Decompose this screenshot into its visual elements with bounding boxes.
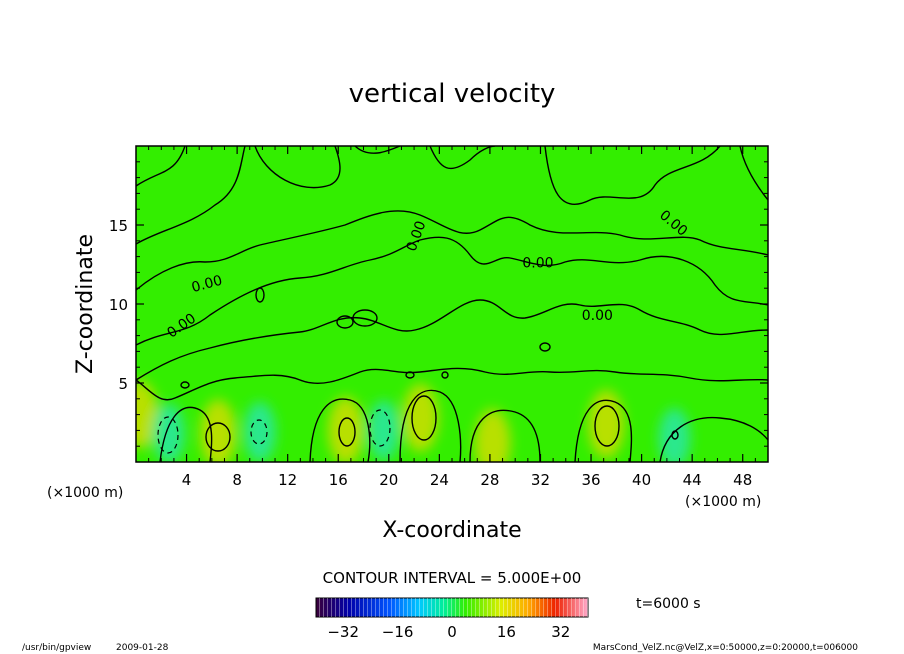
chart-title: vertical velocity <box>349 79 556 109</box>
updraft-core-4 <box>474 409 511 462</box>
updraft-core-3 <box>402 383 439 452</box>
downdraft-core-1 <box>243 401 276 462</box>
contour-label: 0.00 <box>190 273 224 297</box>
footer-data-source: MarsCond_VelZ.nc@VelZ,x=0:50000,z=0:2000… <box>593 643 858 653</box>
downdraft-core-3 <box>658 408 691 462</box>
y-axis-label: Z-coordinate <box>73 234 98 374</box>
footer-program-path: /usr/bin/gpview <box>22 643 91 653</box>
updraft-core-0 <box>136 380 158 449</box>
x-tick-label: 8 <box>232 471 242 489</box>
updraft-core-2 <box>327 396 364 462</box>
y-tick-label: 10 <box>109 296 128 314</box>
time-label: t=6000 s <box>636 596 701 612</box>
x-tick-label: 32 <box>531 471 550 489</box>
colorbar-ticks: −32 −16 0 16 32 <box>327 623 570 641</box>
updraft-core-1 <box>200 399 237 462</box>
y-unit-label: (×1000 m) <box>47 485 123 501</box>
colorbar-tick-label: 16 <box>497 623 516 641</box>
y-tick-label: 5 <box>118 375 128 393</box>
x-tick-label: 20 <box>379 471 398 489</box>
x-tick-label: 4 <box>182 471 192 489</box>
y-tick-label: 15 <box>109 217 128 235</box>
colorbar-tick-label: 0 <box>447 623 457 641</box>
plot-area <box>136 146 768 462</box>
x-unit-label: (×1000 m) <box>685 494 761 510</box>
x-tick-label: 28 <box>480 471 499 489</box>
x-tick-label: 16 <box>329 471 348 489</box>
x-tick-label: 48 <box>733 471 752 489</box>
x-axis-label: X-coordinate <box>382 518 521 543</box>
x-tick-label: 36 <box>581 471 600 489</box>
footer-date: 2009-01-28 <box>116 643 169 653</box>
contour-label: 0.00 <box>522 256 553 272</box>
x-tick-label: 44 <box>683 471 702 489</box>
x-axis-ticks: 4 8 12 16 20 24 28 32 36 40 44 48 <box>148 146 756 489</box>
contour-label: 0.00 <box>582 308 613 324</box>
colorbar-tick-label: 32 <box>551 623 570 641</box>
downdraft-core-2 <box>367 400 400 461</box>
y-axis-ticks: 5 10 15 <box>109 161 768 447</box>
x-tick-label: 40 <box>632 471 651 489</box>
colorbar-tick-label: −32 <box>327 623 359 641</box>
colorbar-stripes <box>316 598 588 617</box>
downdraft-contours <box>157 409 391 454</box>
x-tick-label: 24 <box>430 471 449 489</box>
contour-interval: CONTOUR INTERVAL = 5.000E+00 <box>323 569 582 587</box>
x-tick-label: 12 <box>278 471 297 489</box>
colorbar-tick-label: −16 <box>382 623 414 641</box>
